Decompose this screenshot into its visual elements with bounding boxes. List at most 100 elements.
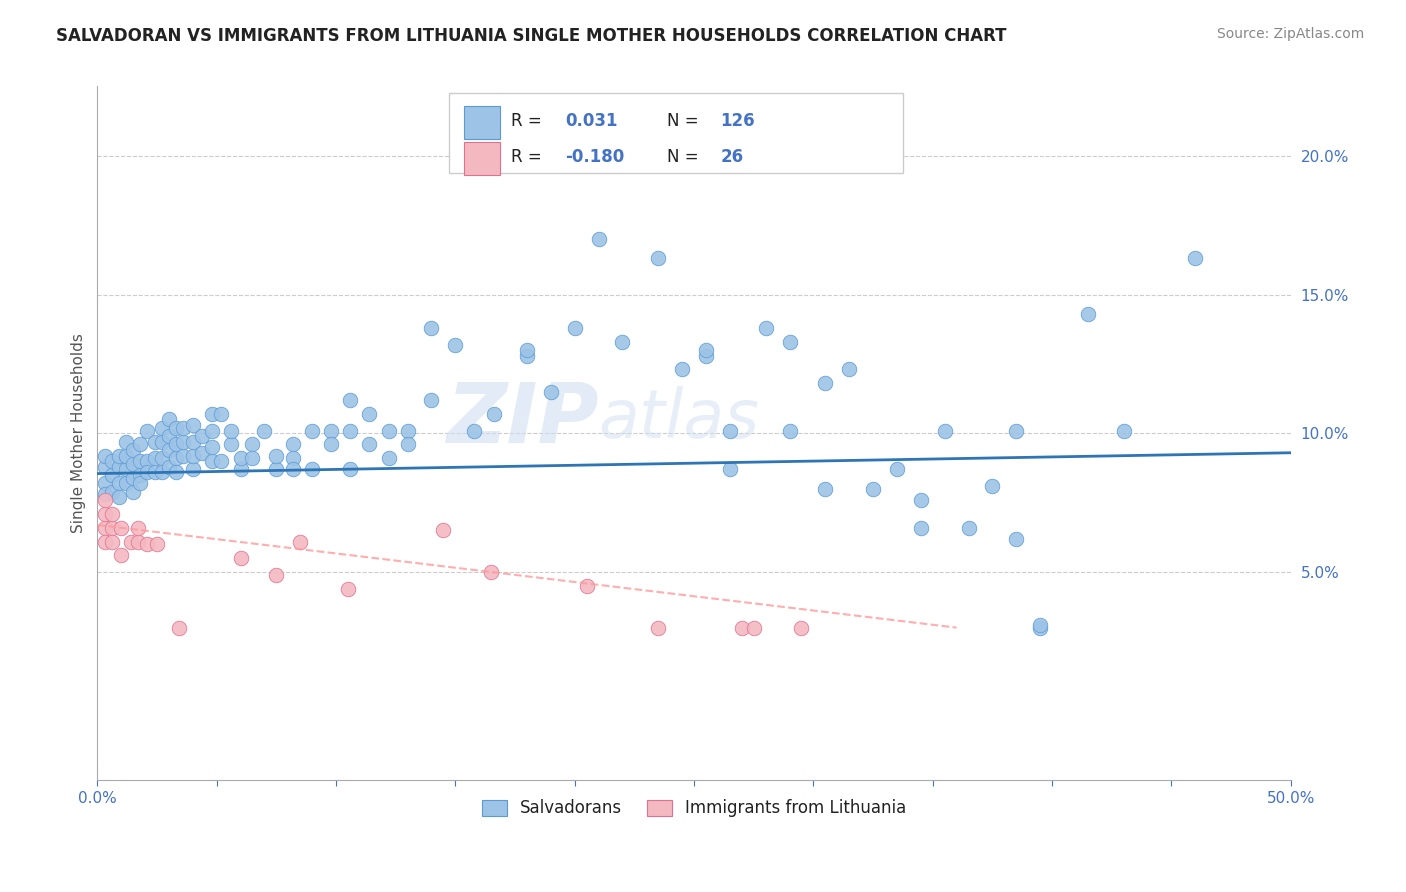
Point — [93, 449, 115, 463]
Point — [242, 437, 264, 451]
Text: 0.031: 0.031 — [565, 112, 617, 130]
Point — [790, 621, 813, 635]
Point — [167, 621, 190, 635]
Point — [211, 454, 233, 468]
Point — [129, 467, 152, 482]
Point — [1005, 532, 1028, 546]
Point — [110, 549, 132, 563]
Text: SALVADORAN VS IMMIGRANTS FROM LITHUANIA SINGLE MOTHER HOUSEHOLDS CORRELATION CHA: SALVADORAN VS IMMIGRANTS FROM LITHUANIA … — [56, 27, 1007, 45]
Text: ZIP: ZIP — [446, 379, 599, 460]
Point — [108, 449, 131, 463]
Point — [136, 537, 159, 551]
Point — [779, 424, 801, 438]
Point — [290, 534, 312, 549]
Point — [136, 424, 159, 438]
Point — [612, 334, 634, 349]
Point — [463, 424, 485, 438]
Point — [157, 459, 180, 474]
Point — [432, 524, 454, 538]
Point — [301, 462, 323, 476]
Point — [339, 462, 361, 476]
Point — [281, 462, 304, 476]
Point — [129, 476, 152, 491]
Text: R =: R = — [512, 148, 547, 166]
Point — [359, 407, 381, 421]
Point — [420, 321, 443, 335]
Point — [181, 434, 204, 449]
Point — [136, 454, 159, 468]
Point — [588, 232, 610, 246]
Point — [516, 349, 538, 363]
Point — [731, 621, 754, 635]
Point — [93, 534, 115, 549]
Point — [301, 424, 323, 438]
Point — [100, 507, 122, 521]
Point — [377, 451, 399, 466]
Point — [718, 424, 741, 438]
Point — [201, 440, 224, 454]
Point — [93, 507, 115, 521]
Point — [910, 521, 932, 535]
Text: Source: ZipAtlas.com: Source: ZipAtlas.com — [1216, 27, 1364, 41]
Point — [201, 424, 224, 438]
Point — [181, 462, 204, 476]
Point — [93, 459, 115, 474]
Bar — [464, 143, 499, 175]
Point — [100, 534, 122, 549]
Point — [229, 462, 252, 476]
Point — [191, 446, 214, 460]
Point — [157, 442, 180, 457]
Point — [266, 567, 288, 582]
Point — [1005, 424, 1028, 438]
Point — [219, 437, 242, 451]
Point — [242, 451, 264, 466]
Point — [157, 412, 180, 426]
Point — [172, 434, 194, 449]
Point — [321, 424, 343, 438]
Point — [129, 454, 152, 468]
Text: R =: R = — [512, 112, 547, 130]
Point — [122, 457, 145, 471]
Point — [100, 484, 122, 499]
Point — [150, 451, 173, 466]
Point — [129, 437, 152, 451]
Point — [165, 421, 187, 435]
Text: -0.180: -0.180 — [565, 148, 624, 166]
Point — [281, 451, 304, 466]
Point — [444, 337, 467, 351]
Point — [122, 471, 145, 485]
Point — [93, 487, 115, 501]
Point — [108, 490, 131, 504]
Point — [122, 442, 145, 457]
Point — [181, 449, 204, 463]
Point — [1029, 618, 1052, 632]
Point — [564, 321, 586, 335]
Point — [122, 484, 145, 499]
Point — [115, 434, 138, 449]
Point — [150, 421, 173, 435]
Point — [377, 424, 399, 438]
Point — [143, 434, 166, 449]
Point — [281, 437, 304, 451]
Point — [910, 492, 932, 507]
Point — [181, 417, 204, 432]
Point — [755, 321, 778, 335]
Point — [647, 252, 669, 266]
Point — [115, 449, 138, 463]
Point — [336, 582, 359, 596]
Point — [516, 343, 538, 357]
Point — [219, 424, 242, 438]
Point — [115, 462, 138, 476]
Point — [1184, 252, 1206, 266]
Point — [100, 521, 122, 535]
Point — [229, 551, 252, 566]
Point — [253, 424, 276, 438]
Point — [1029, 621, 1052, 635]
Point — [157, 429, 180, 443]
Point — [191, 429, 214, 443]
Point — [695, 343, 717, 357]
Point — [718, 462, 741, 476]
Text: N =: N = — [666, 112, 703, 130]
Point — [814, 482, 837, 496]
Text: N =: N = — [666, 148, 703, 166]
